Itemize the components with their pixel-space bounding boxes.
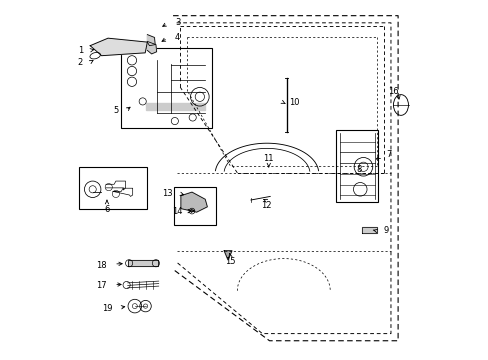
Polygon shape [90, 38, 147, 56]
Text: 1: 1 [78, 46, 83, 55]
Text: 17: 17 [96, 281, 107, 290]
Polygon shape [147, 35, 155, 46]
Text: 5: 5 [113, 106, 119, 115]
Text: 7: 7 [386, 150, 391, 159]
Text: 18: 18 [96, 261, 107, 270]
Text: 13: 13 [162, 189, 172, 198]
Polygon shape [127, 260, 158, 266]
Polygon shape [147, 41, 156, 54]
Text: 8: 8 [356, 165, 362, 174]
Bar [335, 130, 377, 202]
Text: 2: 2 [78, 58, 83, 67]
Text: 16: 16 [387, 87, 398, 96]
Bar [174, 187, 216, 225]
Polygon shape [181, 192, 207, 212]
Polygon shape [146, 103, 205, 111]
Polygon shape [362, 227, 376, 233]
Text: 12: 12 [261, 201, 271, 210]
Text: 3: 3 [175, 18, 180, 27]
Text: 6: 6 [104, 205, 109, 214]
Text: 11: 11 [263, 154, 273, 163]
Text: 9: 9 [382, 226, 387, 235]
Polygon shape [224, 251, 231, 260]
Bar [80, 167, 146, 209]
Bar [121, 48, 212, 128]
Text: 10: 10 [289, 98, 300, 107]
Text: 19: 19 [102, 304, 112, 313]
Text: 14: 14 [172, 207, 183, 216]
Text: 4: 4 [175, 33, 180, 42]
Text: 15: 15 [224, 257, 235, 266]
